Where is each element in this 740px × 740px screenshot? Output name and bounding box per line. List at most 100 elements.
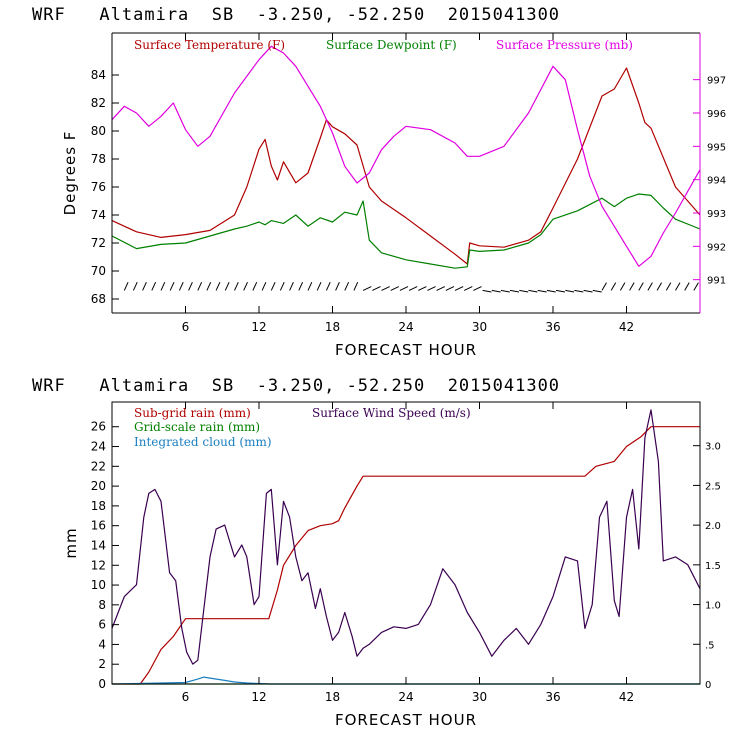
legend-surface-temperature: Surface Temperature (F) bbox=[134, 38, 285, 52]
bottom-y2tick-0-5: .5 bbox=[705, 640, 715, 651]
wind-barb bbox=[344, 281, 350, 291]
wind-barb bbox=[436, 286, 446, 291]
wind-barb bbox=[261, 281, 267, 291]
bottom-ytick-24: 24 bbox=[91, 440, 106, 454]
temperature-panel: WRF Altamira SB -3.250, -52.250 20150413… bbox=[32, 5, 726, 359]
wind-barb bbox=[418, 286, 427, 291]
top-ytick-72: 72 bbox=[91, 236, 106, 250]
top-panel-title: WRF Altamira SB -3.250, -52.250 20150413… bbox=[32, 5, 560, 25]
wind-barb bbox=[537, 289, 547, 293]
top-series-group bbox=[111, 45, 701, 269]
bottom-ytick-2: 2 bbox=[98, 657, 106, 671]
legend-integrated-cloud: Integrated cloud (mm) bbox=[134, 435, 272, 449]
wind-barb bbox=[316, 281, 322, 291]
wind-barb bbox=[463, 286, 473, 291]
wind-barb bbox=[656, 282, 663, 291]
wind-barb bbox=[307, 281, 313, 291]
legend-surface-wind-speed: Surface Wind Speed (m/s) bbox=[312, 406, 471, 420]
wind-barb bbox=[427, 286, 436, 291]
wind-barb bbox=[197, 281, 203, 291]
top-xtick-30: 30 bbox=[472, 320, 487, 334]
bottom-x-axis-label: FORECAST HOUR bbox=[335, 711, 477, 729]
wind-barb bbox=[592, 289, 602, 293]
wind-barb bbox=[408, 286, 418, 291]
bottom-ytick-20: 20 bbox=[91, 479, 106, 493]
wind-barb bbox=[362, 286, 372, 291]
top-plot-area bbox=[111, 32, 701, 314]
top-y2tick-991: 991 bbox=[707, 276, 726, 287]
top-y2tick-992: 992 bbox=[707, 242, 726, 253]
bottom-xtick-42: 42 bbox=[619, 690, 634, 704]
wind-barb bbox=[178, 281, 184, 291]
top-ytick-80: 80 bbox=[91, 124, 106, 138]
top-ytick-68: 68 bbox=[91, 292, 106, 306]
top-xtick-12: 12 bbox=[251, 320, 266, 334]
top-ytick-70: 70 bbox=[91, 264, 106, 278]
wind-barb bbox=[601, 282, 607, 291]
top-tick-marks bbox=[112, 33, 700, 313]
bottom-tick-marks bbox=[112, 402, 700, 685]
wind-barb bbox=[565, 289, 575, 293]
wind-barb bbox=[629, 282, 635, 291]
wind-barb bbox=[491, 289, 501, 293]
legend-gridscale-rain: Grid-scale rain (mm) bbox=[134, 420, 260, 434]
wind-barb bbox=[556, 289, 565, 293]
top-legend: Surface Temperature (F) Surface Dewpoint… bbox=[134, 38, 633, 52]
bottom-ytick-22: 22 bbox=[91, 459, 106, 473]
legend-subgrid-rain: Sub-grid rain (mm) bbox=[134, 406, 251, 420]
wind-barb bbox=[270, 281, 276, 291]
bottom-y2tick-3-0: 3.0 bbox=[705, 442, 721, 453]
wind-barb bbox=[123, 281, 129, 291]
wind-barb bbox=[224, 281, 230, 291]
wind-barb bbox=[454, 286, 464, 291]
bottom-y2tick-1-5: 1.5 bbox=[705, 561, 721, 572]
bottom-xtick-18: 18 bbox=[325, 690, 340, 704]
top-y2tick-997: 997 bbox=[707, 76, 726, 87]
wind-barb bbox=[188, 281, 193, 291]
wind-barb bbox=[206, 281, 212, 291]
wind-barb bbox=[372, 286, 381, 291]
bottom-xtick-30: 30 bbox=[472, 690, 487, 704]
bottom-plot-area bbox=[111, 401, 701, 685]
wind-barb bbox=[335, 281, 340, 291]
wind-barb bbox=[482, 289, 492, 293]
top-xtick-18: 18 bbox=[325, 320, 340, 334]
top-y2tick-993: 993 bbox=[707, 209, 726, 220]
top-ytick-76: 76 bbox=[91, 180, 106, 194]
legend-surface-dewpoint: Surface Dewpoint (F) bbox=[326, 38, 457, 52]
top-x-axis-label: FORECAST HOUR bbox=[335, 341, 477, 359]
wind-barb bbox=[445, 286, 455, 291]
bottom-ytick-14: 14 bbox=[91, 538, 106, 552]
wind-barb bbox=[243, 281, 248, 291]
top-y2tick-994: 994 bbox=[707, 176, 726, 187]
wind-barb bbox=[169, 281, 175, 291]
top-ytick-78: 78 bbox=[91, 152, 106, 166]
top-x-ticks: 6 12 18 24 30 36 42 bbox=[182, 320, 634, 334]
bottom-y2tick-1-0: 1.0 bbox=[705, 601, 721, 612]
bottom-y-ticks: 0 2 4 6 8 10 12 14 16 18 20 22 24 26 bbox=[91, 420, 106, 691]
bottom-panel-title: WRF Altamira SB -3.250, -52.250 20150413… bbox=[32, 376, 560, 396]
bottom-xtick-36: 36 bbox=[545, 690, 560, 704]
wind-barb bbox=[665, 282, 672, 291]
wind-barb bbox=[381, 286, 390, 291]
top-xtick-24: 24 bbox=[398, 320, 413, 334]
top-xtick-36: 36 bbox=[545, 320, 560, 334]
surface-wind-speed-m-s-line bbox=[111, 409, 701, 665]
bottom-legend: Sub-grid rain (mm) Grid-scale rain (mm) … bbox=[134, 406, 471, 449]
bottom-ytick-16: 16 bbox=[91, 519, 106, 533]
wind-barb bbox=[325, 281, 331, 291]
top-ytick-74: 74 bbox=[91, 208, 106, 222]
wind-barb bbox=[473, 286, 482, 291]
bottom-ytick-26: 26 bbox=[91, 420, 106, 434]
bottom-x-ticks: 6 12 18 24 30 36 42 bbox=[182, 690, 634, 704]
bottom-xtick-12: 12 bbox=[251, 690, 266, 704]
bottom-ytick-6: 6 bbox=[98, 618, 106, 632]
bottom-ytick-4: 4 bbox=[98, 637, 106, 651]
bottom-y-axis-label: mm bbox=[62, 527, 80, 558]
wind-barb bbox=[289, 281, 294, 291]
wind-barb bbox=[519, 289, 529, 293]
bottom-xtick-24: 24 bbox=[398, 690, 413, 704]
wind-barb bbox=[638, 282, 644, 291]
legend-surface-pressure: Surface Pressure (mb) bbox=[496, 38, 633, 52]
